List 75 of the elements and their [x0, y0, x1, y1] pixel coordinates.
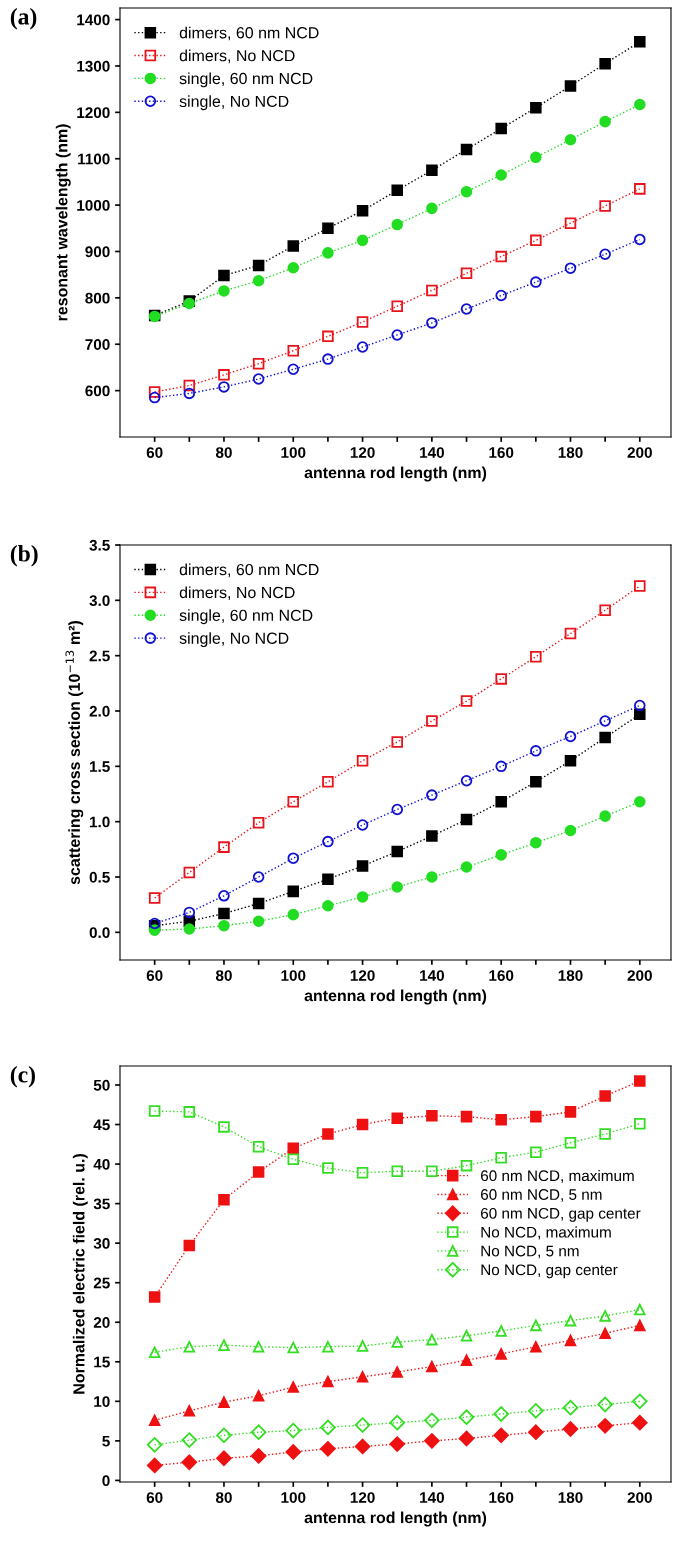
y-tick-label: 10 — [94, 1396, 110, 1408]
y-tick-label: 30 — [93, 1238, 110, 1249]
legend-label: single, 60 nm NCD — [179, 72, 313, 88]
y-tick-label: 1.0 — [90, 816, 110, 828]
x-tick-label: 80 — [215, 1492, 232, 1503]
legend-label: No NCD, maximum — [481, 1226, 611, 1240]
x-tick-label: 180 — [558, 447, 583, 458]
y-tick-label: 25 — [93, 1277, 110, 1289]
x-tick-label: 60 — [146, 970, 163, 981]
y-tick-label: 900 — [85, 246, 110, 258]
y-axis-title: resonant wavelength (nm) — [55, 124, 71, 321]
x-tick-label: 140 — [420, 1492, 444, 1503]
y-tick-label: 0.5 — [89, 871, 110, 883]
x-axis-title: antenna rod length (nm) — [304, 1511, 487, 1527]
y-tick-label: 50 — [93, 1079, 110, 1091]
x-tick-label: 80 — [215, 447, 232, 458]
y-tick-label: 3.5 — [89, 539, 110, 551]
y-tick-label: 1100 — [78, 153, 110, 165]
legend-label: single, 60 nm NCD — [179, 609, 313, 625]
x-tick-label: 160 — [489, 447, 514, 458]
y-tick-label: 2.5 — [89, 650, 110, 662]
y-tick-label: 0.0 — [89, 927, 110, 939]
x-tick-label: 60 — [146, 1492, 163, 1503]
x-tick-label: 80 — [215, 970, 232, 981]
x-axis-title: antenna rod length (nm) — [304, 466, 487, 482]
legend-label: 60 nm NCD, gap center — [481, 1207, 641, 1222]
chart-title: (a) — [10, 8, 37, 30]
y-tick-label: 1.5 — [90, 761, 110, 773]
y-tick-label: 2.0 — [89, 705, 110, 717]
x-tick-label: 120 — [350, 970, 375, 981]
y-tick-label: 15 — [94, 1356, 110, 1368]
x-tick-label: 180 — [558, 970, 583, 981]
y-axis-title: scattering cross section (10$^{−13}$ m²) — [65, 620, 84, 885]
legend-label: dimers, No NCD — [179, 586, 295, 601]
x-tick-label: 160 — [489, 970, 514, 981]
x-tick-label: 200 — [627, 1492, 652, 1503]
y-tick-label: 5 — [102, 1435, 110, 1447]
y-tick-label: 1200 — [77, 107, 110, 119]
y-tick-label: 800 — [85, 292, 110, 304]
legend-label: 60 nm NCD, maximum — [481, 1169, 634, 1183]
x-tick-label: 160 — [489, 1492, 514, 1503]
y-axis-title: Normalized electric field (rel. u.) — [72, 1154, 88, 1394]
legend-label: single, No NCD — [179, 632, 289, 648]
y-tick-label: 20 — [93, 1317, 110, 1328]
x-tick-label: 140 — [420, 970, 444, 981]
y-tick-label: 40 — [93, 1158, 110, 1170]
legend-label: dimers, 60 nm NCD — [179, 563, 319, 578]
y-tick-label: 3.0 — [89, 595, 110, 607]
chart-title: (b) — [10, 545, 38, 567]
x-tick-label: 140 — [420, 447, 444, 458]
legend-label: dimers, 60 nm NCD — [179, 26, 319, 41]
x-tick-label: 100 — [281, 970, 306, 981]
y-tick-label: 1300 — [77, 60, 110, 72]
x-tick-label: 200 — [627, 447, 652, 458]
x-tick-label: 100 — [281, 447, 306, 458]
x-tick-label: 60 — [146, 447, 163, 458]
y-tick-label: 600 — [85, 385, 110, 397]
y-tick-label: 1400 — [77, 14, 110, 26]
x-tick-label: 100 — [281, 1492, 306, 1503]
y-tick-label: 45 — [93, 1119, 110, 1131]
x-tick-label: 200 — [627, 970, 652, 981]
legend-label: single, No NCD — [179, 95, 289, 111]
legend-label: No NCD, gap center — [481, 1264, 618, 1279]
x-tick-label: 180 — [558, 1492, 583, 1503]
y-tick-label: 1000 — [77, 199, 110, 211]
x-tick-label: 120 — [350, 1492, 375, 1503]
y-tick-label: 35 — [93, 1198, 110, 1210]
x-axis-title: antenna rod length (nm) — [304, 989, 487, 1005]
x-tick-label: 120 — [350, 447, 375, 458]
y-tick-label: 700 — [85, 339, 110, 350]
legend-label: No NCD, 5 nm — [481, 1245, 579, 1259]
chart-title: (c) — [10, 1066, 35, 1088]
legend-label: dimers, No NCD — [179, 49, 295, 64]
y-tick-label: 0 — [102, 1475, 110, 1487]
legend-label: 60 nm NCD, 5 nm — [481, 1189, 602, 1202]
